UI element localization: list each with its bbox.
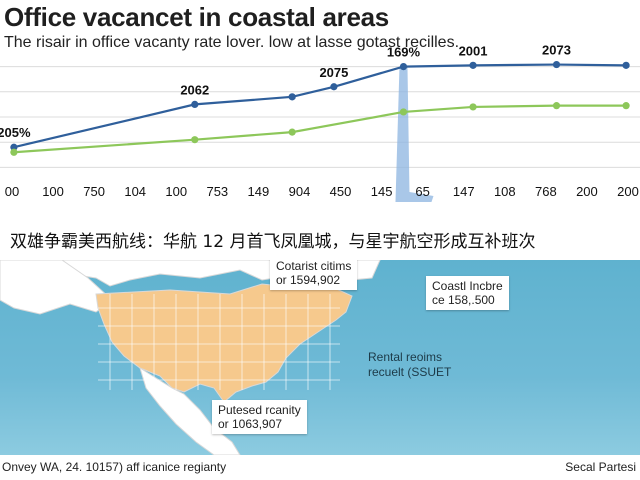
x-tick-label: 750 [83,184,105,199]
vacancy-regions [98,294,340,390]
callout-value: ce 158,.500 [432,293,495,307]
x-tick-label: 104 [124,184,146,199]
x-tick-label: 904 [289,184,311,199]
x-tick-label: 100 [42,184,64,199]
data-point [469,103,477,111]
callout-coastal-cities: Cotarist citims or 1594,902 [270,260,358,290]
x-tick-label: 450 [330,184,352,199]
x-tick-label: 00 [5,184,19,199]
x-tick-label: 149 [248,184,270,199]
data-point [552,102,561,110]
chart-gridlines [0,66,640,168]
data-label: 2075 [319,65,348,80]
callout-proposed-vacancy: Putesed rcanity or 1063,907 [212,400,307,434]
data-label: 205% [0,125,31,140]
data-label: 2073 [542,43,571,58]
data-label: 169% [387,45,421,60]
callout-coastal-income: Coastl Incbre ce 158,.500 [426,276,509,310]
footer-source: Onvey WA, 24. 10157) aff icanice regiant… [2,460,227,474]
map-note-line: recuelt (SSUET [368,365,452,379]
data-label: 2062 [180,82,209,97]
alaska-landmass [0,260,113,315]
data-point [622,61,630,69]
x-tick-label: 147 [453,184,475,199]
callout-label: Coastl Incbre [432,279,503,293]
data-point [469,61,477,69]
usa-landmass [95,283,353,403]
callout-label: Cotarist citims [276,260,352,273]
line-chart: 205% 2062 2075 169% 2001 2073 00 100 750 104 100 7… [0,43,640,202]
footer-credit: Secal Partesi [565,460,636,474]
data-point [552,60,561,69]
data-point [288,128,296,136]
data-label: 2001 [459,43,488,58]
callout-label: Putesed rcanity [218,403,301,417]
data-point [622,102,630,110]
x-tick-label: 65 [415,184,429,199]
x-tick-label: 768 [535,184,557,199]
data-point [399,63,408,71]
news-banner: 双雄争霸美西航线：华航 12 月首飞凤凰城，与星宇航空形成互补班次 [0,224,640,260]
x-tick-label: 753 [206,184,228,199]
chart-series [10,60,630,156]
callout-value: or 1594,902 [276,273,341,287]
x-tick-label: 108 [494,184,516,199]
data-point [330,83,338,91]
data-point [191,136,199,144]
map-note-line: Rental reoims [368,350,443,364]
x-tick-label: 200 [617,184,639,199]
data-point [399,108,408,116]
highlight-marker [395,66,434,202]
callout-value: or 1063,907 [218,417,283,431]
chart-x-axis: 00 100 750 104 100 753 149 904 450 145 65 147 108 768… [5,184,639,199]
series-line-1 [13,63,627,149]
map-note: Rental reoims recuelt (SSUET [368,350,451,380]
data-point [10,143,18,151]
data-point [10,148,18,156]
map-panel: Cotarist citims or 1594,902 Coastl Incbr… [0,260,640,455]
x-tick-label: 145 [371,184,393,199]
chart-title: Office vacancet in coastal areas [4,2,389,32]
data-point [191,100,199,108]
chart-subtitle: The risair in office vacanty rate lover.… [4,34,460,51]
chart-highlight [395,66,434,202]
chart-data-labels: 205% 2062 2075 169% 2001 2073 [0,43,571,141]
x-tick-label: 100 [165,184,187,199]
series-line-2 [13,104,627,154]
x-tick-label: 200 [576,184,598,199]
data-point [288,93,296,101]
